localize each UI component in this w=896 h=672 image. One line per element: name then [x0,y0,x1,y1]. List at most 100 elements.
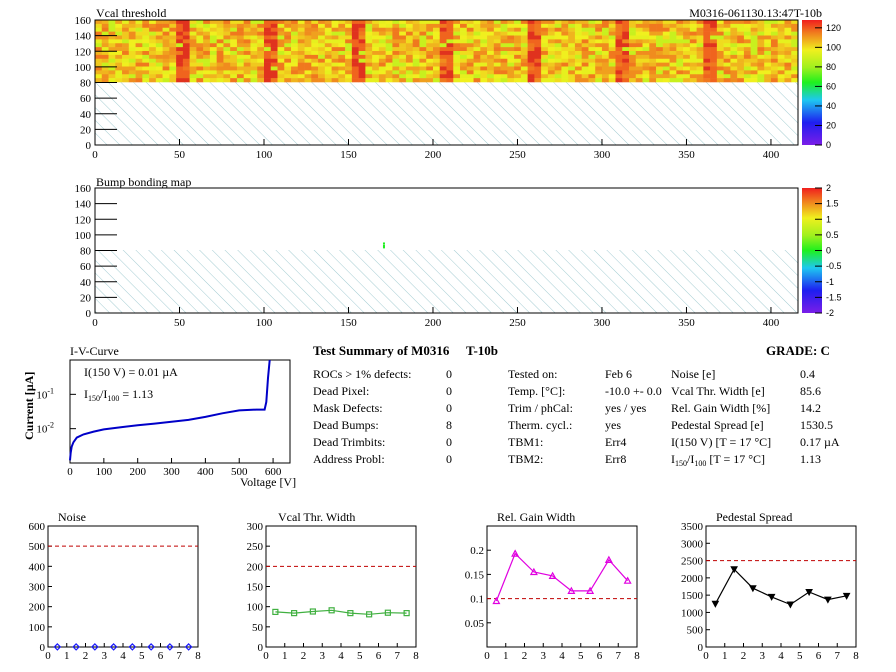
vcal-cell [378,51,386,56]
vcal-cell [723,78,731,83]
vcal-cell [324,43,332,48]
y-tick-label: 100 [29,622,46,634]
defect-label: Dead Bumps: [313,418,379,432]
vcal-cell [446,27,454,32]
vcal-cell [507,27,515,32]
vcal-cell [257,66,265,71]
vcal-cell [676,54,684,60]
vcal-cell [493,39,501,44]
palette-tick-label: 120 [826,23,841,33]
vcal-cell [169,74,177,79]
vcal-cell [135,62,143,67]
vcal-cell [703,78,711,83]
vcal-cell [122,51,130,56]
vcal-cell [662,78,670,83]
vcal-cell [554,47,562,52]
vcal-cell [372,66,380,71]
vcal-cell [426,51,434,56]
vcal-cell [331,27,339,32]
vcal-cell [635,27,643,32]
vcal-cell [324,27,332,32]
vcal-cell [662,54,670,60]
vcal-cell [291,70,299,75]
vcal-cell [203,51,211,56]
vcal-cell [378,66,386,71]
vcal-cell [230,70,238,75]
vcal-cell [155,35,163,40]
vcal-cell [209,54,217,60]
vcal-cell [378,62,386,67]
vcal-cell [791,23,799,29]
vcal-cell [737,31,745,36]
vcal-cell [547,20,555,25]
vcal-cell [500,43,508,48]
data-point [786,601,795,609]
y-tick-label: 1000 [681,607,704,619]
vcal-cell [189,20,197,25]
vcal-cell [128,47,136,52]
vcal-cell [689,27,697,32]
vcal-cell [642,43,650,48]
vcal-cell [547,58,555,63]
vcal-cell [514,47,522,52]
vcal-cell [392,43,400,48]
vcal-cell [541,35,549,40]
vcal-cell [581,58,589,63]
vcal-cell [453,62,461,67]
vcal-cell [250,66,258,71]
vcal-cell [662,62,670,67]
vcal-cell [791,58,799,63]
vcal-cell [561,66,569,71]
vcal-cell [595,62,603,67]
vcal-cell [487,70,495,75]
vcal-cell [263,43,272,48]
vcal-cell [176,35,184,40]
vcal-cell [608,35,616,40]
vcal-cell [392,35,400,40]
vcal-cell [750,74,758,79]
vcal-cell [101,78,109,83]
vcal-cell [358,74,366,79]
vcal-cell [574,31,582,36]
vcal-cell [176,31,184,36]
vcal-cell [182,39,190,44]
vcal-cell [480,74,488,79]
vcal-cell [304,39,312,44]
vcal-cell [534,74,542,79]
vcal-cell [284,39,292,44]
vcal-cell [716,39,724,44]
vcal-cell [345,62,353,67]
vcal-cell [345,78,353,83]
vcal-cell [710,31,718,36]
vcal-cell [750,62,758,67]
vcal-cell [432,43,441,48]
vcal-cell [149,20,157,25]
vcal-cell [351,31,359,36]
condition-value: -10.0 +- 0.0 [605,384,662,398]
vcal-cell [561,43,569,48]
vcal-cell [480,66,488,71]
vcal-cell [710,47,718,52]
defect-value: 0 [446,435,452,449]
vcal-cell [277,70,285,75]
vcal-cell [385,70,393,75]
vcal-cell [250,20,258,25]
vcal-cell [250,58,258,63]
vcal-cell [304,78,312,83]
vcal-cell [182,47,190,52]
vcal-cell [405,47,413,52]
y-tick-label: 100 [247,602,264,614]
vcal-cell [345,43,353,48]
vcal-cell [730,43,738,48]
vcal-cell [311,58,319,63]
vcal-cell [277,58,285,63]
vcal-cell [696,43,704,48]
vcal-cell [277,39,285,44]
vcal-cell [696,31,704,36]
vcal-cell [757,35,765,40]
vcal-cell [588,58,596,63]
vcal-cell [277,43,285,48]
vcal-cell [649,31,657,36]
vcal-cell [500,62,508,67]
vcal-cell [176,47,184,52]
